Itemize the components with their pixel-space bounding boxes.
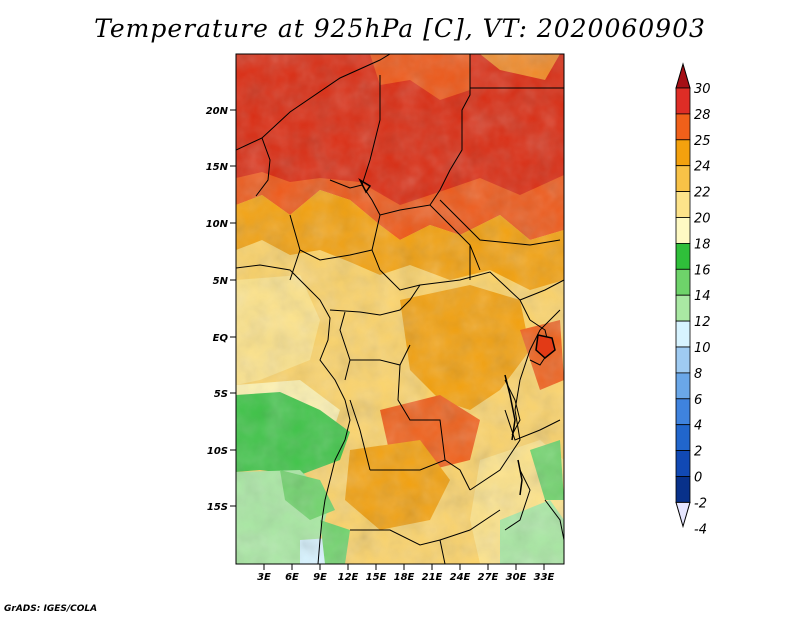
colorbar-segment xyxy=(675,165,691,192)
colorbar-segment xyxy=(675,450,691,477)
lat-label: 10N xyxy=(206,219,229,230)
lon-ticks: 3E 6E 9E 12E 15E 18E 21E 24E 27E 30E 33E xyxy=(257,564,555,583)
colorbar-label: 28 xyxy=(694,108,711,123)
colorbar-segment xyxy=(675,372,691,400)
colorbar-label: 30 xyxy=(694,82,711,97)
lat-label: 5S xyxy=(214,389,228,400)
colorbar-label: 22 xyxy=(694,186,711,201)
lon-label: 3E xyxy=(257,572,271,583)
lat-label: EQ xyxy=(213,333,229,344)
lon-label: 30E xyxy=(506,572,527,583)
lat-label: 5N xyxy=(213,276,229,287)
lon-label: 24E xyxy=(450,572,471,583)
country-borders xyxy=(236,54,564,564)
colorbar-segment xyxy=(675,87,691,115)
colorbar-segment xyxy=(675,268,691,296)
colorbar-label: 10 xyxy=(694,341,711,356)
lon-label: 33E xyxy=(534,572,555,583)
colorbar-segment xyxy=(675,294,691,322)
colorbar-segment xyxy=(675,476,691,503)
colorbar-label: 8 xyxy=(694,367,702,382)
colorbar-bottom-arrow xyxy=(675,501,691,529)
colorbar-label: 6 xyxy=(694,393,702,408)
chart-title: Temperature at 925hPa [C], VT: 202006090… xyxy=(94,14,706,43)
colorbar-segment xyxy=(675,139,691,167)
colorbar-segment xyxy=(675,398,691,426)
colorbar-label: 16 xyxy=(694,263,711,278)
colorbar-segment xyxy=(675,217,691,244)
colorbar-label: 0 xyxy=(694,471,702,486)
lon-label: 15E xyxy=(366,572,387,583)
lon-label: 12E xyxy=(338,572,359,583)
colorbar-label: 2 xyxy=(694,445,702,460)
lat-label: 10S xyxy=(207,446,228,457)
colorbar-segment xyxy=(675,113,691,141)
temperature-field xyxy=(236,54,564,564)
lon-label: 21E xyxy=(422,572,443,583)
colorbar-label: -4 xyxy=(694,522,707,537)
lat-label: 15N xyxy=(206,162,229,173)
lon-label: 18E xyxy=(394,572,415,583)
lat-label: 15S xyxy=(207,502,228,513)
colorbar-label: 14 xyxy=(694,289,711,304)
colorbar-label: 12 xyxy=(694,315,711,330)
colorbar-segment xyxy=(675,191,691,218)
colorbar-label: 24 xyxy=(694,160,711,175)
colorbar-segment xyxy=(675,424,691,452)
colorbar-label: 25 xyxy=(694,134,711,149)
lon-label: 9E xyxy=(313,572,327,583)
lat-ticks: 20N 15N 10N 5N EQ 5S 10S 15S xyxy=(206,106,236,513)
colorbar-top-arrow xyxy=(675,62,691,89)
colorbar-segment xyxy=(675,320,691,348)
colorbar-label: 20 xyxy=(694,212,711,227)
colorbar-label: -2 xyxy=(694,496,707,511)
coastline xyxy=(236,264,351,564)
lat-label: 20N xyxy=(206,106,229,117)
colorbar-label: 4 xyxy=(694,419,702,434)
lon-label: 27E xyxy=(478,572,499,583)
lakes xyxy=(358,178,556,496)
map-frame xyxy=(235,53,565,565)
colorbar-label: 18 xyxy=(694,237,711,252)
lon-label: 6E xyxy=(285,572,299,583)
colorbar-segment xyxy=(675,346,691,374)
colorbar-segment xyxy=(675,242,691,270)
grads-credit: GrADS: IGES/COLA xyxy=(4,604,98,614)
